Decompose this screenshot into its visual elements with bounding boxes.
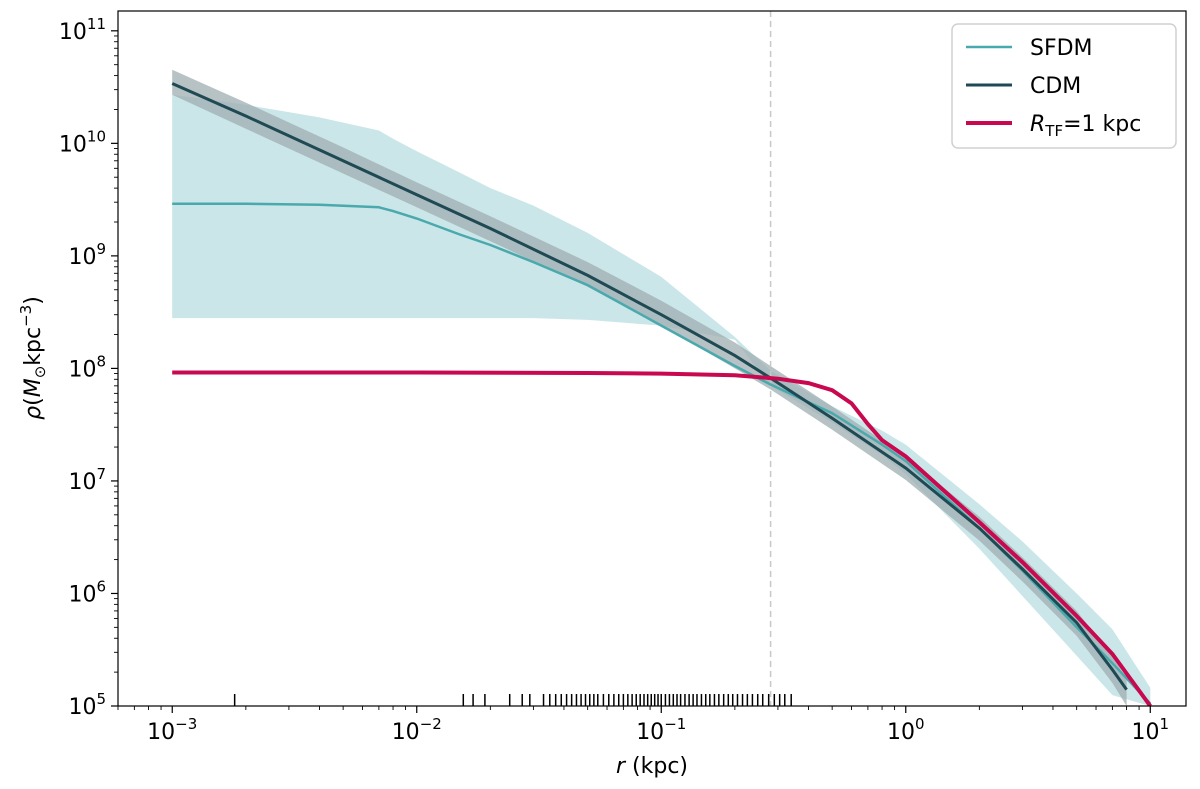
y-tick-label-6: 1011 xyxy=(59,15,106,45)
y-tick-label-0: 105 xyxy=(68,690,106,720)
y-tick-label-3: 108 xyxy=(68,352,106,382)
axes-frame xyxy=(117,10,1187,707)
x-tick-label-3: 100 xyxy=(887,715,925,745)
y-axis-label: ρ(M⊙kpc−3) xyxy=(17,296,49,420)
cdm-band xyxy=(172,69,1127,706)
x-tick-label-2: 10−1 xyxy=(636,715,686,745)
legend-label-cdm: CDM xyxy=(1030,74,1081,99)
series-line-cdm xyxy=(171,82,1128,691)
y-tick-label-1: 106 xyxy=(68,577,106,607)
legend-box xyxy=(951,23,1177,149)
x-tick-label-0: 10−3 xyxy=(147,715,197,745)
legend: SFDM CDM RTF=1 kpc xyxy=(951,23,1177,149)
x-tick-label-4: 101 xyxy=(1131,715,1169,745)
legend-label-sfdm: SFDM xyxy=(1030,36,1093,61)
y-tick-label-4: 109 xyxy=(68,240,106,270)
series-line-rtf xyxy=(172,370,1152,706)
y-tick-label-5: 1010 xyxy=(59,127,106,157)
x-axis-label: r (kpc) xyxy=(616,754,688,779)
plot-area xyxy=(171,11,1152,706)
x-tick-label-1: 10−2 xyxy=(392,715,442,745)
legend-label-rtf: RTF=1 kpc xyxy=(1030,112,1141,140)
y-tick-label-2: 107 xyxy=(68,465,106,495)
axes: 10−3 10−2 10−1 100 101 105 106 107 108 109 1010 101… xyxy=(59,10,1187,745)
sfdm-band xyxy=(172,94,1151,706)
